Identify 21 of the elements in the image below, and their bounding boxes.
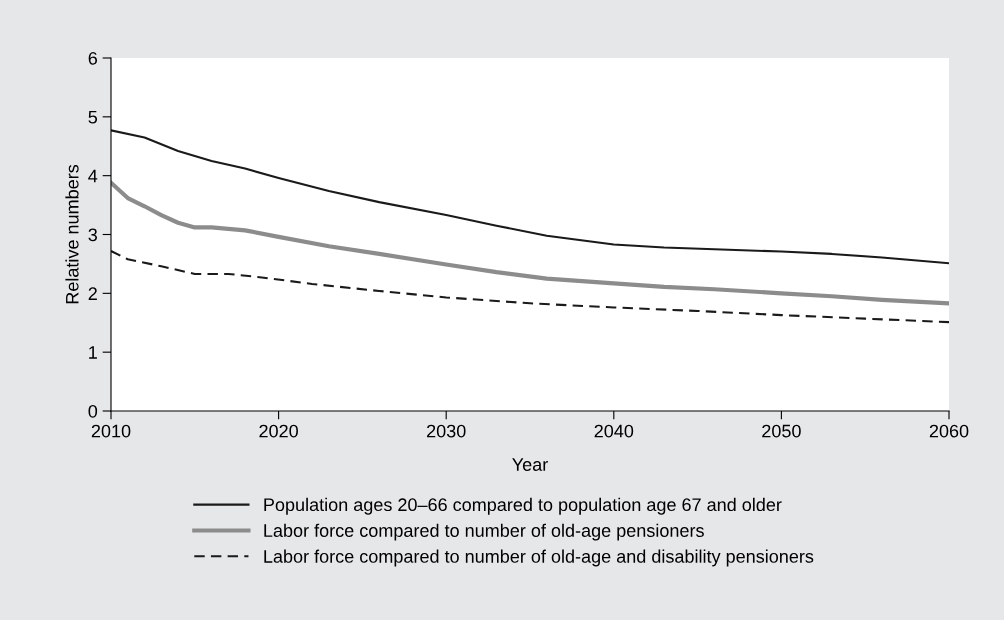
y-axis-title: Relative numbers xyxy=(65,164,79,304)
y-tick-label: 2 xyxy=(88,287,97,300)
y-tick-label: 6 xyxy=(88,51,98,65)
x-tick-label: 2040 xyxy=(594,424,634,438)
x-tick-label: 2050 xyxy=(762,424,801,438)
legend-label: Population ages 20–66 compared to population age 67 and older xyxy=(264,497,782,515)
legend-label: Labor force compared to number of old-age and disability pensioners xyxy=(264,549,814,567)
x-tick-label: 2030 xyxy=(427,424,466,438)
legend-label: Labor force compared to number of old-age pensioners xyxy=(264,523,704,541)
y-tick-label: 3 xyxy=(88,228,98,242)
x-tick-label: 2020 xyxy=(259,424,298,438)
y-tick-label: 4 xyxy=(88,169,98,183)
x-axis-title: Year xyxy=(512,458,548,471)
line-series xyxy=(111,129,949,265)
y-tick-label: 0 xyxy=(88,404,98,418)
line-series xyxy=(111,249,949,324)
y-tick-label: 5 xyxy=(88,110,98,124)
line-series xyxy=(111,180,949,306)
y-tick-label: 1 xyxy=(89,346,97,359)
x-tick-label: 2060 xyxy=(929,424,969,438)
x-tick-label: 2010 xyxy=(91,424,131,438)
